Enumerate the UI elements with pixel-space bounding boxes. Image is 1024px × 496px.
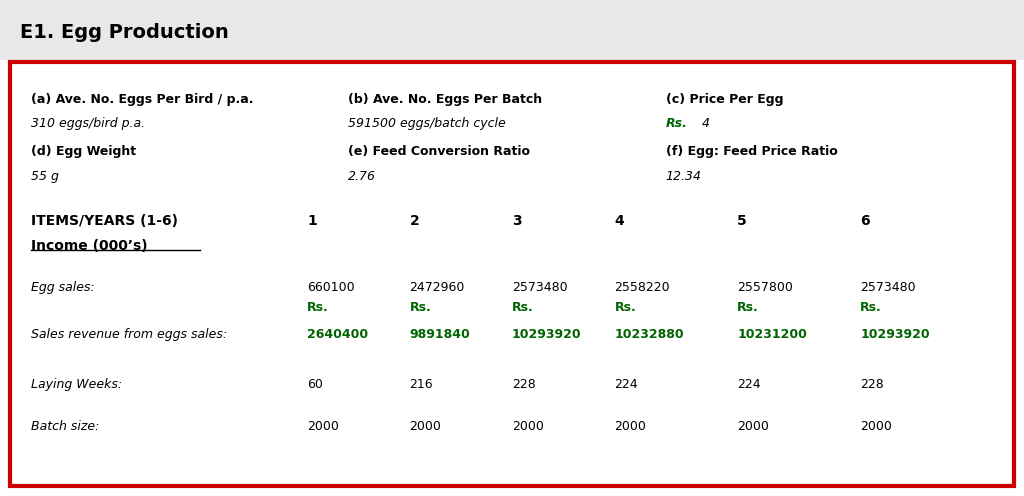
Text: Rs.: Rs. bbox=[307, 301, 329, 314]
Text: 9891840: 9891840 bbox=[410, 328, 470, 341]
Text: 10293920: 10293920 bbox=[512, 328, 582, 341]
Text: (d) Egg Weight: (d) Egg Weight bbox=[31, 145, 136, 158]
Text: 2.76: 2.76 bbox=[348, 170, 376, 183]
Text: 2000: 2000 bbox=[410, 420, 441, 433]
Text: Rs.: Rs. bbox=[666, 117, 687, 129]
Text: Rs.: Rs. bbox=[614, 301, 636, 314]
Text: (b) Ave. No. Eggs Per Batch: (b) Ave. No. Eggs Per Batch bbox=[348, 93, 543, 106]
Text: 2557800: 2557800 bbox=[737, 281, 794, 294]
Text: 2000: 2000 bbox=[860, 420, 892, 433]
Text: 4: 4 bbox=[614, 214, 625, 228]
Text: 591500 eggs/batch cycle: 591500 eggs/batch cycle bbox=[348, 117, 506, 129]
Text: 2558220: 2558220 bbox=[614, 281, 670, 294]
Text: 2573480: 2573480 bbox=[860, 281, 915, 294]
Text: Sales revenue from eggs sales:: Sales revenue from eggs sales: bbox=[31, 328, 227, 341]
Text: Rs.: Rs. bbox=[512, 301, 534, 314]
Text: 660100: 660100 bbox=[307, 281, 355, 294]
Text: 310 eggs/bird p.a.: 310 eggs/bird p.a. bbox=[31, 117, 144, 129]
Text: 3: 3 bbox=[512, 214, 521, 228]
Text: (c) Price Per Egg: (c) Price Per Egg bbox=[666, 93, 783, 106]
Text: 4: 4 bbox=[698, 117, 711, 129]
Text: 10232880: 10232880 bbox=[614, 328, 684, 341]
Text: 2: 2 bbox=[410, 214, 420, 228]
Text: 10293920: 10293920 bbox=[860, 328, 930, 341]
Text: 55 g: 55 g bbox=[31, 170, 58, 183]
Text: 216: 216 bbox=[410, 378, 433, 391]
Text: 2000: 2000 bbox=[614, 420, 646, 433]
Text: 10231200: 10231200 bbox=[737, 328, 807, 341]
Text: 2573480: 2573480 bbox=[512, 281, 567, 294]
Text: Batch size:: Batch size: bbox=[31, 420, 99, 433]
Text: Rs.: Rs. bbox=[410, 301, 431, 314]
Text: 12.34: 12.34 bbox=[666, 170, 701, 183]
Text: 2472960: 2472960 bbox=[410, 281, 465, 294]
Text: 228: 228 bbox=[512, 378, 536, 391]
Text: 224: 224 bbox=[614, 378, 638, 391]
Text: 2640400: 2640400 bbox=[307, 328, 369, 341]
Text: ITEMS/YEARS (1-6): ITEMS/YEARS (1-6) bbox=[31, 214, 178, 228]
Text: (f) Egg: Feed Price Ratio: (f) Egg: Feed Price Ratio bbox=[666, 145, 838, 158]
Text: (e) Feed Conversion Ratio: (e) Feed Conversion Ratio bbox=[348, 145, 530, 158]
Text: 60: 60 bbox=[307, 378, 324, 391]
Text: 228: 228 bbox=[860, 378, 884, 391]
Text: 1: 1 bbox=[307, 214, 317, 228]
Text: 2000: 2000 bbox=[307, 420, 339, 433]
Text: Rs.: Rs. bbox=[737, 301, 759, 314]
Text: 2000: 2000 bbox=[512, 420, 544, 433]
Text: (a) Ave. No. Eggs Per Bird / p.a.: (a) Ave. No. Eggs Per Bird / p.a. bbox=[31, 93, 253, 106]
Text: Rs.: Rs. bbox=[860, 301, 882, 314]
Text: 6: 6 bbox=[860, 214, 869, 228]
Text: 5: 5 bbox=[737, 214, 748, 228]
Text: 2000: 2000 bbox=[737, 420, 769, 433]
Text: Income (000’s): Income (000’s) bbox=[31, 239, 147, 252]
Text: E1. Egg Production: E1. Egg Production bbox=[20, 23, 229, 42]
Text: Egg sales:: Egg sales: bbox=[31, 281, 94, 294]
Text: 224: 224 bbox=[737, 378, 761, 391]
Text: Laying Weeks:: Laying Weeks: bbox=[31, 378, 122, 391]
